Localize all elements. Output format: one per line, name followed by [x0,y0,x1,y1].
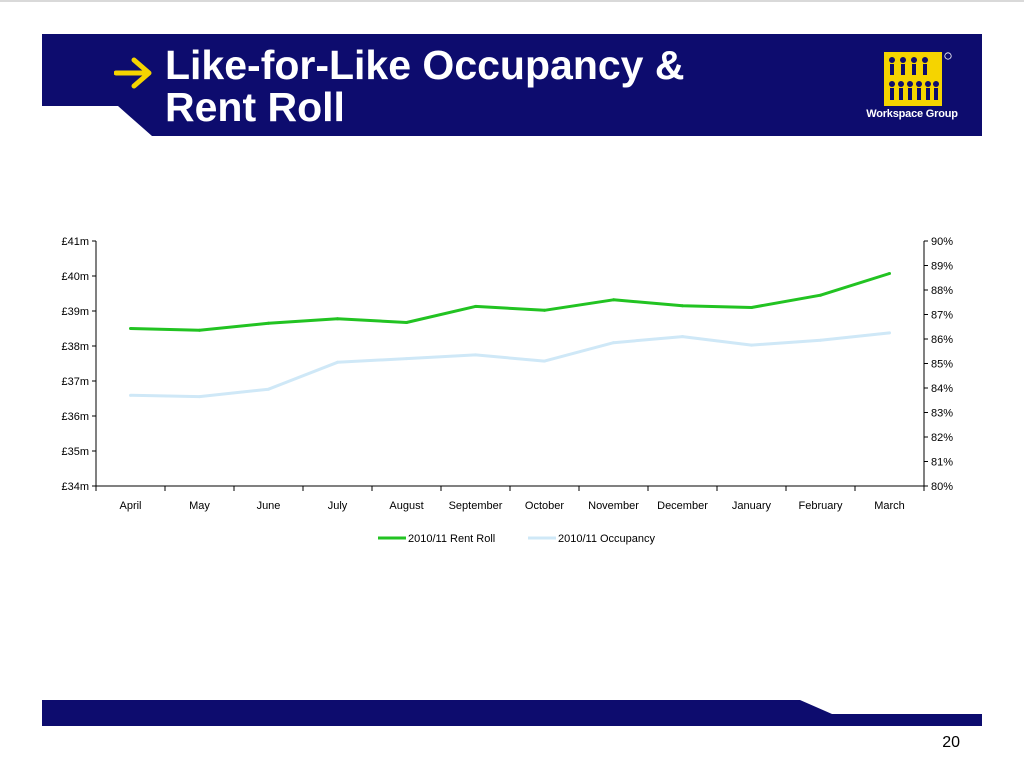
data-point [888,331,891,335]
legend-label: 2010/11 Occupancy [558,533,656,545]
x-tick-label: November [588,500,639,512]
slide-title-line-2: Rent Roll [165,84,345,130]
data-point [681,335,684,339]
series-line-2 [130,331,890,399]
page-number: 20 [942,734,960,751]
data-point [405,321,408,325]
data-point [750,343,753,347]
workspace-group-logo-icon [884,52,952,106]
data-point [543,308,546,312]
x-tick-label: August [389,500,423,512]
x-tick-label: September [449,500,503,512]
slide-title-line-1: Like-for-Like Occupancy & [165,42,685,88]
arrow-right-icon [114,57,152,89]
left-tick-label: £39m [61,306,89,318]
x-tick-label: June [257,500,281,512]
left-tick-label: £41m [61,236,89,248]
data-point [819,338,822,342]
title-banner [42,34,982,136]
data-point [336,317,339,321]
x-tick-label: April [119,500,141,512]
right-tick-label: 90% [931,236,953,248]
x-tick-label: January [732,500,772,512]
right-tick-label: 84% [931,383,953,395]
data-point [612,341,615,345]
right-tick-label: 82% [931,432,953,444]
data-point [198,328,201,332]
data-point [750,306,753,309]
data-point [681,304,684,308]
data-point [819,293,822,297]
left-tick-label: £35m [61,446,89,458]
x-tick-label: July [328,500,348,512]
right-tick-label: 88% [931,285,953,297]
data-point [267,321,270,325]
line-chart: £34m £35m £36m £37m £38m £39m £40m £41m 80% 81% 82… [61,236,953,545]
x-tick-label: May [189,500,210,512]
data-point [405,357,408,361]
x-tick-label: March [874,500,905,512]
logo-text: Workspace Group [866,108,958,120]
data-point [129,393,132,397]
x-tick-label: December [657,500,708,512]
data-point [198,395,201,399]
footer-bar [42,700,982,726]
x-tick-label: February [798,500,843,512]
left-tick-label: £37m [61,376,89,388]
x-tick-label: October [525,500,564,512]
left-tick-label: £38m [61,341,89,353]
top-rule [0,0,1024,2]
data-point [267,387,270,391]
right-tick-label: 80% [931,481,953,493]
right-tick-label: 83% [931,408,953,420]
right-tick-label: 81% [931,457,953,469]
series-line-1 [130,272,890,332]
data-point [888,272,891,276]
data-point [474,353,477,357]
right-tick-label: 85% [931,359,953,371]
data-point [336,360,339,364]
data-point [474,304,477,308]
left-tick-label: £40m [61,271,89,283]
data-point [543,359,546,363]
right-tick-label: 89% [931,261,953,273]
slide-title: Like-for-Like Occupancy & Rent Roll [165,44,805,128]
data-point [129,327,132,330]
left-tick-label: £34m [61,481,89,493]
data-point [612,298,615,302]
right-tick-label: 86% [931,334,953,346]
left-tick-label: £36m [61,411,89,423]
right-tick-label: 87% [931,310,953,322]
legend-label: 2010/11 Rent Roll [408,533,495,545]
